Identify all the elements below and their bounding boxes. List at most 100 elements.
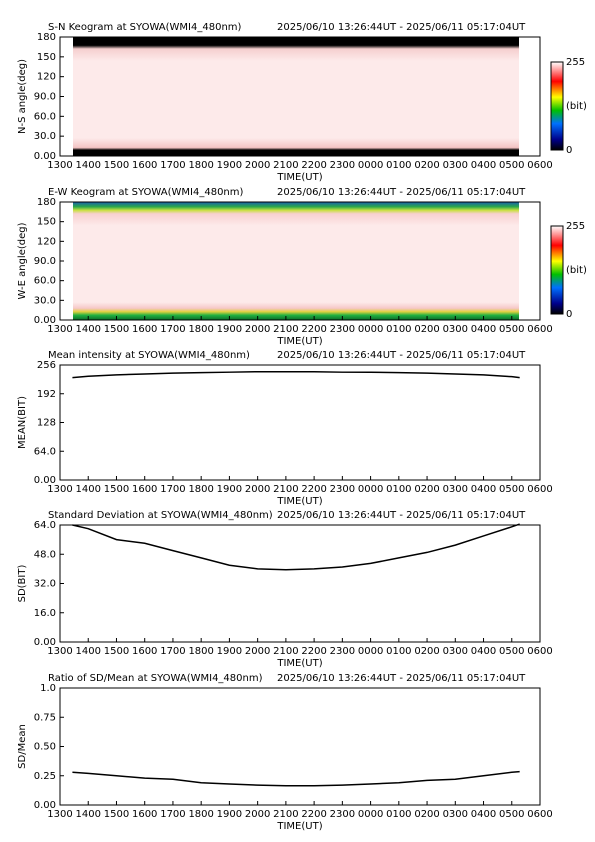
panel-title: E-W Keogram at SYOWA(WMI4_480nm) xyxy=(48,187,244,198)
y-tick-label: 0.00 xyxy=(34,151,56,162)
panel-subtitle: 2025/06/10 13:26:44UT - 2025/06/11 05:17… xyxy=(277,673,526,684)
x-tick-label: 2000 xyxy=(245,484,270,495)
x-tick-label: 1500 xyxy=(104,160,129,171)
y-tick-label: 120 xyxy=(37,72,56,83)
x-tick-label: 0300 xyxy=(443,160,468,171)
x-tick-label: 1400 xyxy=(76,160,101,171)
x-tick-label: 0300 xyxy=(443,809,468,820)
plot-frame xyxy=(59,364,541,481)
x-tick-label: 1900 xyxy=(217,646,242,657)
x-tick-label: 0400 xyxy=(471,484,496,495)
x-tick-label: 1600 xyxy=(132,324,157,335)
x-tick-label: 1700 xyxy=(160,160,185,171)
x-tick-label: 2200 xyxy=(301,646,326,657)
y-tick-label: 1.0 xyxy=(40,683,56,694)
x-tick-label: 0200 xyxy=(414,646,439,657)
y-tick-label: 0.25 xyxy=(34,771,56,782)
x-tick-label: 1800 xyxy=(188,484,213,495)
x-tick-label: 0000 xyxy=(358,809,383,820)
colorbar-tick-label: 255 xyxy=(566,221,585,232)
y-tick-label: 60.0 xyxy=(34,111,56,122)
x-tick-label: 2000 xyxy=(245,324,270,335)
x-tick-label: 2200 xyxy=(301,484,326,495)
x-tick-label: 0600 xyxy=(527,324,552,335)
colorbar xyxy=(550,61,564,151)
x-tick-label: 0400 xyxy=(471,324,496,335)
colorbar-tick-label: 0 xyxy=(566,145,572,156)
x-tick-label: 0100 xyxy=(386,646,411,657)
plot-frame xyxy=(59,524,541,643)
x-tick-label: 1500 xyxy=(104,484,129,495)
y-tick-label: 60.0 xyxy=(34,276,56,287)
data-line xyxy=(72,523,520,571)
panel-subtitle: 2025/06/10 13:26:44UT - 2025/06/11 05:17… xyxy=(277,187,526,198)
x-tick-label: 2000 xyxy=(245,809,270,820)
x-axis-label: TIME(UT) xyxy=(276,496,322,507)
x-tick-label: 1400 xyxy=(76,809,101,820)
x-tick-label: 1600 xyxy=(132,646,157,657)
y-tick-label: 30.0 xyxy=(34,131,56,142)
x-tick-label: 0000 xyxy=(358,160,383,171)
x-axis-label: TIME(UT) xyxy=(276,172,322,183)
y-tick-label: 64.0 xyxy=(34,520,56,531)
x-tick-label: 0600 xyxy=(527,809,552,820)
x-tick-label: 1900 xyxy=(217,484,242,495)
x-tick-label: 1300 xyxy=(47,324,72,335)
y-tick-label: 192 xyxy=(37,389,56,400)
x-tick-label: 2000 xyxy=(245,646,270,657)
y-tick-label: 256 xyxy=(37,360,56,371)
x-tick-label: 2300 xyxy=(330,809,355,820)
y-tick-label: 0.00 xyxy=(34,475,56,486)
x-tick-label: 0600 xyxy=(527,646,552,657)
x-tick-label: 0300 xyxy=(443,646,468,657)
x-tick-label: 1700 xyxy=(160,484,185,495)
x-tick-label: 0100 xyxy=(386,324,411,335)
y-axis-label: N-S angle(deg) xyxy=(17,59,28,134)
y-tick-label: 0.00 xyxy=(34,637,56,648)
y-tick-label: 0.75 xyxy=(34,712,56,723)
y-tick-label: 120 xyxy=(37,236,56,247)
x-tick-label: 1800 xyxy=(188,324,213,335)
keogram-image xyxy=(73,37,519,156)
panel-subtitle: 2025/06/10 13:26:44UT - 2025/06/11 05:17… xyxy=(277,510,526,521)
x-tick-label: 0100 xyxy=(386,809,411,820)
y-tick-label: 0.50 xyxy=(34,742,56,753)
y-tick-label: 0.00 xyxy=(34,315,56,326)
plot-frame xyxy=(59,687,541,806)
panel-title: S-N Keogram at SYOWA(WMI4_480nm) xyxy=(48,22,242,33)
x-tick-label: 1500 xyxy=(104,809,129,820)
x-tick-label: 0400 xyxy=(471,646,496,657)
x-tick-label: 0000 xyxy=(358,324,383,335)
x-tick-label: 1300 xyxy=(47,809,72,820)
x-tick-label: 2300 xyxy=(330,484,355,495)
x-tick-label: 0000 xyxy=(358,646,383,657)
x-tick-label: 2200 xyxy=(301,160,326,171)
x-tick-label: 0500 xyxy=(499,809,524,820)
x-tick-label: 0100 xyxy=(386,160,411,171)
x-tick-label: 2000 xyxy=(245,160,270,171)
x-tick-label: 1400 xyxy=(76,324,101,335)
x-tick-label: 0500 xyxy=(499,160,524,171)
x-tick-label: 0200 xyxy=(414,809,439,820)
x-tick-label: 0200 xyxy=(414,484,439,495)
y-tick-label: 0.00 xyxy=(34,800,56,811)
x-tick-label: 1300 xyxy=(47,484,72,495)
data-line xyxy=(72,770,520,787)
x-tick-label: 2100 xyxy=(273,484,298,495)
colorbar-tick-label: 255 xyxy=(566,57,585,68)
x-tick-label: 1900 xyxy=(217,809,242,820)
x-tick-label: 1300 xyxy=(47,646,72,657)
x-tick-label: 1800 xyxy=(188,646,213,657)
x-tick-label: 1500 xyxy=(104,324,129,335)
x-tick-label: 0200 xyxy=(414,324,439,335)
colorbar-label: (bit) xyxy=(566,265,587,276)
x-tick-label: 0100 xyxy=(386,484,411,495)
x-tick-label: 1500 xyxy=(104,646,129,657)
x-tick-label: 1400 xyxy=(76,646,101,657)
x-axis-label: TIME(UT) xyxy=(276,821,322,832)
x-tick-label: 2200 xyxy=(301,324,326,335)
y-tick-label: 90.0 xyxy=(34,92,56,103)
x-tick-label: 1700 xyxy=(160,324,185,335)
x-tick-label: 2300 xyxy=(330,646,355,657)
